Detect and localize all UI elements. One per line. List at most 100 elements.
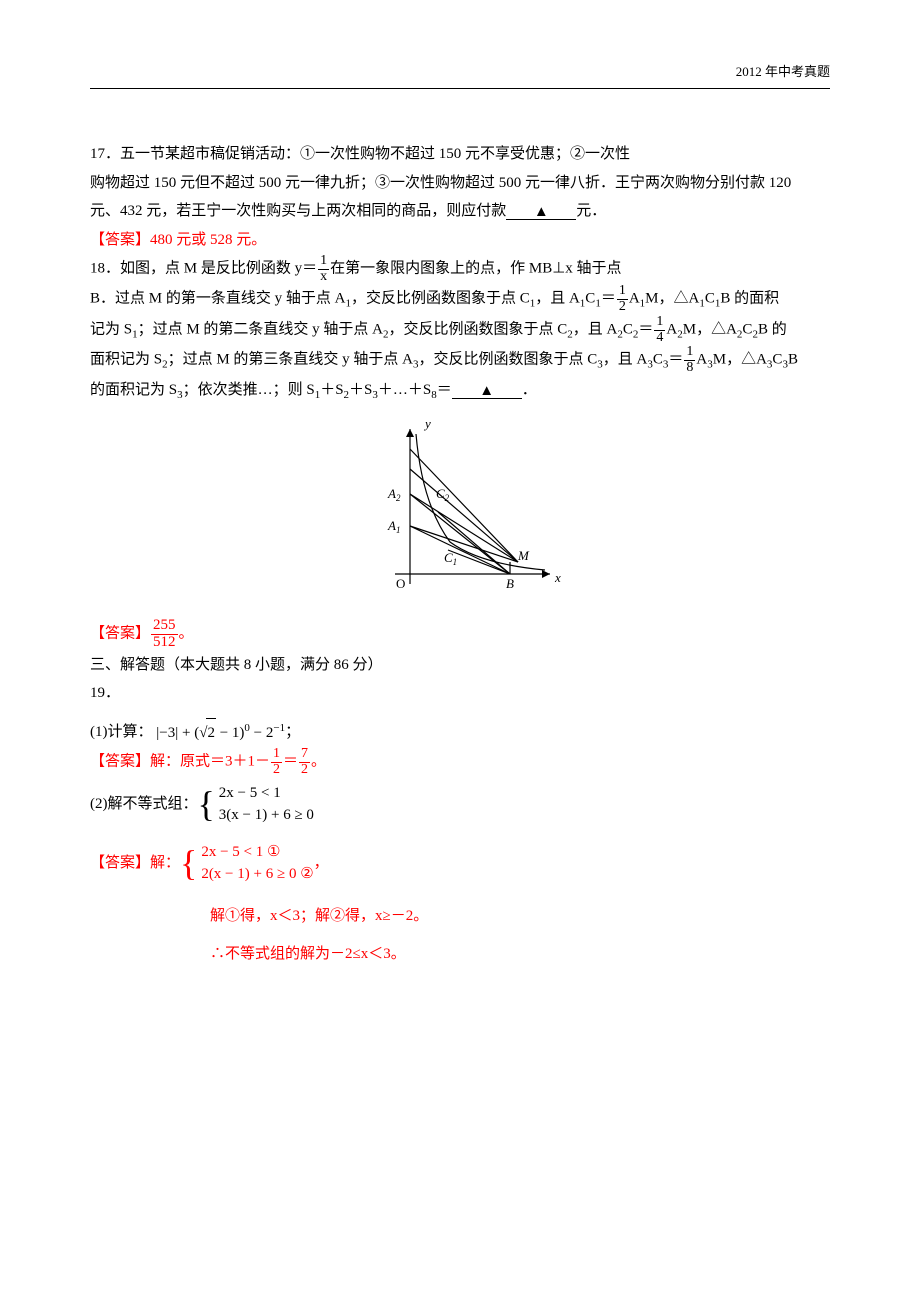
ineq-line2: 3(x − 1) + 6 ≥ 0 (219, 804, 314, 827)
t: A (666, 322, 677, 338)
t: M，△A (713, 352, 767, 368)
answer-label: 【答案】 (90, 849, 150, 878)
frac-num: 255 (151, 618, 178, 635)
q17-text-1a: 五一节某超市稿促销活动：①一次性购物不超过 150 元不享受优惠；②一次性 (120, 146, 630, 162)
t: B．过点 M 的第一条直线交 y 轴于点 A (90, 291, 345, 307)
t: − 2 (250, 725, 273, 741)
q18-text-1b: 在第一象限内图象上的点，作 MB⊥x 轴于点 (330, 261, 621, 277)
t: ＋…＋S (378, 382, 431, 398)
q19-p2: (2)解不等式组： { 2x − 5 < 1 3(x − 1) + 6 ≥ 0 (90, 782, 830, 827)
q19-p2-step1: 解①得，x＜3；解②得，x≥－2。 (210, 902, 830, 931)
t: ； (285, 724, 300, 740)
t: 的面积记为 S (90, 382, 177, 398)
frac-den: 4 (654, 331, 665, 346)
t: B (788, 352, 798, 368)
label-A2: A2 (387, 486, 401, 503)
t: C (705, 291, 715, 307)
t: 。 (311, 754, 326, 770)
frac-num: 1 (654, 315, 665, 331)
q19-number: 19． (90, 679, 830, 708)
p1-label: (1)计算： (90, 724, 153, 740)
q19-p1: (1)计算： |−3| + (√2 − 1)0 − 2−1 ； (90, 718, 830, 748)
t: C (585, 291, 595, 307)
label-x: x (554, 570, 561, 585)
frac-num: 1 (617, 284, 628, 300)
ineq-a-line1: 2x − 5 < 1 ① (201, 841, 313, 864)
frac-den: 8 (684, 361, 695, 376)
q19-num: 19． (90, 685, 120, 701)
t: ，且 A (603, 352, 648, 368)
sup-m1: −1 (273, 722, 285, 734)
t: ＋S (320, 382, 343, 398)
q17-line2: 购物超过 150 元但不超过 500 元一律九折；③一次性购物超过 500 元一… (90, 169, 830, 198)
label-O: O (396, 576, 405, 591)
t: C (742, 322, 752, 338)
q18-number: 18． (90, 261, 120, 277)
frac-num: 7 (299, 747, 310, 763)
section3-text: 三、解答题（本大题共 8 小题，满分 86 分） (90, 657, 383, 673)
q18-line1: 18．如图，点 M 是反比例函数 y＝1x在第一象限内图象上的点，作 MB⊥x … (90, 254, 830, 284)
q17-text-2: 购物超过 150 元但不超过 500 元一律九折；③一次性购物超过 500 元一… (90, 175, 791, 191)
diagram-svg: y x O A2 A1 C2 C1 M B (350, 414, 570, 604)
frac-den: 512 (151, 635, 178, 651)
fraction: 72 (299, 747, 310, 777)
t: ，且 A (535, 291, 580, 307)
q18-line2: B．过点 M 的第一条直线交 y 轴于点 A1，交反比例函数图象于点 C1，且 … (90, 284, 830, 315)
fraction: 12 (271, 747, 282, 777)
frac-den: 2 (299, 763, 310, 778)
t: 解①得，x＜3；解②得，x≥－2。 (210, 908, 428, 924)
t: M，△A (645, 291, 699, 307)
answer-tail: 。 (179, 626, 194, 642)
t: B 的 (758, 322, 787, 338)
t: ＝ (601, 291, 616, 307)
q19-p2-answer: 【答案】解： { 2x − 5 < 1 ① 2(x − 1) + 6 ≥ 0 ②… (90, 841, 830, 886)
fraction: 18 (684, 345, 695, 375)
fraction: 12 (617, 284, 628, 314)
q17-line3: 元、432 元，若王宁一次性购买与上两次相同的商品，则应付款▲元． (90, 197, 830, 226)
frac-num: 1 (684, 345, 695, 361)
q18-line4: 面积记为 S2；过点 M 的第三条直线交 y 轴于点 A3，交反比例函数图象于点… (90, 345, 830, 376)
t: 记为 S (90, 322, 132, 338)
ineq-line1: 2x − 5 < 1 (219, 782, 314, 805)
fraction: 1x (318, 254, 329, 284)
fraction: 14 (654, 315, 665, 345)
t: ，交反比例函数图象于点 C (351, 291, 530, 307)
t: ；依次类推…；则 S (183, 382, 315, 398)
frac-den: 2 (617, 300, 628, 315)
q17-number: 17． (90, 146, 120, 162)
blank-fill: ▲ (506, 204, 576, 220)
frac-den: x (318, 270, 329, 285)
q18-text-1a: 如图，点 M 是反比例函数 y＝ (120, 261, 317, 277)
t: ＝ (668, 352, 683, 368)
page: 2012 年中考真题 17．五一节某超市稿促销活动：①一次性购物不超过 150 … (0, 0, 920, 1302)
t: A (696, 352, 707, 368)
header-text: 2012 年中考真题 (736, 64, 830, 79)
t: C (772, 352, 782, 368)
label-B: B (506, 576, 514, 591)
q18-line5: 的面积记为 S3；依次类推…；则 S1＋S2＋S3＋…＋S8＝▲． (90, 376, 830, 406)
answer-label: 【答案】 (90, 231, 150, 248)
p2-label: (2)解不等式组： (90, 790, 198, 819)
abs-v: −3 (159, 725, 175, 741)
brace-icon: { (198, 786, 215, 822)
sqrt-body: 2 (206, 718, 216, 748)
label-y: y (423, 416, 431, 431)
t: 面积记为 S (90, 352, 162, 368)
t: | + ( (175, 725, 199, 741)
ineq-a-line2: 2(x − 1) + 6 ≥ 0 ② (201, 863, 313, 886)
q17-answer: 【答案】480 元或 528 元。 (90, 226, 830, 255)
content: 17．五一节某超市稿促销活动：①一次性购物不超过 150 元不享受优惠；②一次性… (90, 140, 830, 969)
answer-label: 【答案】 (90, 753, 150, 770)
q18-answer: 【答案】255512。 (90, 618, 830, 651)
t: 解：原式＝3＋1－ (150, 754, 270, 770)
t: ． (522, 382, 537, 398)
q19-p2-step2: ∴不等式组的解为－2≤x＜3。 (210, 940, 830, 969)
t: ＝ (283, 754, 298, 770)
page-header: 2012 年中考真题 (736, 60, 830, 85)
t: ＝ (437, 382, 452, 398)
t: ，交反比例函数图象于点 C (389, 322, 568, 338)
frac-den: 2 (271, 763, 282, 778)
label-A1: A1 (387, 518, 400, 535)
answer-label: 【答案】 (90, 625, 150, 642)
t: − 1) (216, 725, 244, 741)
